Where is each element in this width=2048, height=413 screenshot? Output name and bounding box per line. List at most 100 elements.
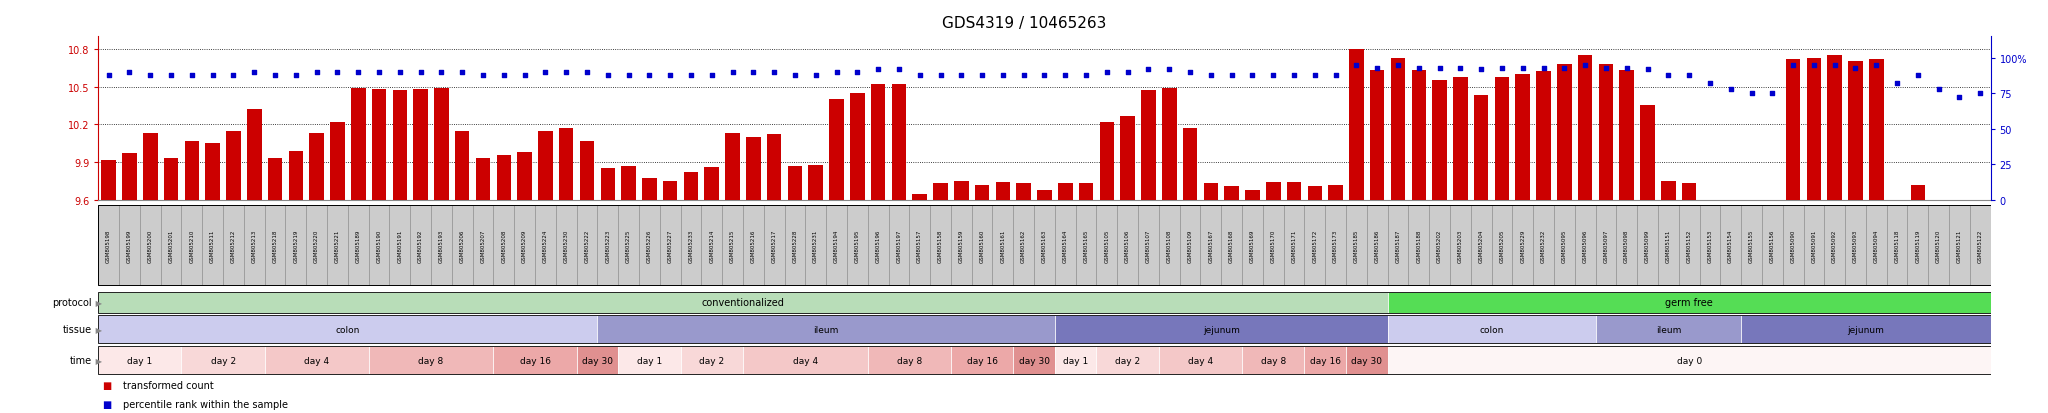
Point (1569, 62, 1602, 69)
Bar (1014, 347, 1055, 374)
Bar (1059, 184, 1073, 200)
Text: colon: colon (1479, 325, 1503, 334)
Bar (700, 206, 723, 286)
Point (156, 72, 188, 79)
Bar (1595, 316, 1741, 343)
Bar (1305, 206, 1325, 286)
Bar (1307, 187, 1323, 200)
Bar (1346, 206, 1366, 286)
Bar (725, 134, 739, 200)
Point (924, 72, 956, 79)
Text: GSM805171: GSM805171 (1292, 229, 1296, 262)
Text: GSM805199: GSM805199 (127, 229, 131, 262)
Point (1507, 65, 1540, 72)
Text: GSM805093: GSM805093 (1853, 229, 1858, 262)
Bar (1055, 206, 1075, 286)
Bar (182, 347, 264, 374)
Point (1964, 90, 1997, 97)
Bar (1511, 206, 1534, 286)
Bar (1907, 206, 1929, 286)
Bar (643, 179, 657, 200)
Text: GSM805193: GSM805193 (438, 229, 444, 262)
Bar (1761, 206, 1782, 286)
Bar (618, 347, 680, 374)
Text: GSM805209: GSM805209 (522, 229, 526, 262)
Point (1257, 72, 1290, 79)
Point (1423, 65, 1456, 72)
Text: GSM805169: GSM805169 (1249, 229, 1255, 262)
Point (1214, 72, 1247, 79)
Text: GSM805158: GSM805158 (938, 229, 942, 262)
Bar (1931, 200, 1946, 215)
Bar (453, 206, 473, 286)
Bar (1870, 60, 1884, 200)
Point (1778, 62, 1810, 69)
Bar (1599, 65, 1614, 200)
Bar (1075, 206, 1096, 286)
Text: GSM805118: GSM805118 (1894, 229, 1901, 262)
Text: GSM805164: GSM805164 (1063, 229, 1067, 262)
Point (1112, 69, 1145, 76)
Point (322, 69, 354, 76)
Point (1923, 86, 1956, 93)
Text: ileum: ileum (1655, 325, 1681, 334)
Text: GSM805203: GSM805203 (1458, 229, 1462, 262)
Bar (1325, 206, 1346, 286)
Point (1464, 66, 1497, 73)
Bar (1245, 190, 1260, 200)
Bar (1724, 200, 1739, 247)
Point (279, 72, 311, 79)
Text: GSM805107: GSM805107 (1147, 229, 1151, 262)
Text: tissue: tissue (63, 324, 92, 335)
Point (383, 69, 416, 76)
Text: GSM805154: GSM805154 (1729, 229, 1733, 262)
Point (1528, 65, 1561, 72)
Point (1610, 65, 1642, 72)
Text: day 8: day 8 (897, 356, 922, 365)
Text: GSM805232: GSM805232 (1540, 229, 1546, 262)
Bar (1847, 62, 1864, 200)
Bar (618, 206, 639, 286)
Bar (1389, 206, 1409, 286)
Bar (764, 206, 784, 286)
Bar (289, 152, 303, 200)
Bar (143, 134, 158, 200)
Point (426, 69, 459, 76)
Point (1860, 62, 1892, 69)
Text: day 4: day 4 (303, 356, 330, 365)
Text: ▶: ▶ (94, 298, 102, 307)
Bar (1782, 206, 1804, 286)
Point (1360, 65, 1393, 72)
Bar (1286, 183, 1300, 200)
Bar (473, 206, 494, 286)
Text: day 1: day 1 (637, 356, 662, 365)
Bar (264, 347, 369, 374)
Point (1880, 81, 1913, 87)
Bar (1366, 206, 1389, 286)
Bar (1454, 77, 1468, 200)
Bar (1096, 347, 1159, 374)
Text: day 4: day 4 (793, 356, 817, 365)
Bar (950, 347, 1014, 374)
Bar (1911, 185, 1925, 200)
Text: GSM805163: GSM805163 (1042, 229, 1047, 262)
Text: GSM805195: GSM805195 (854, 229, 860, 262)
Bar (1970, 206, 1991, 286)
Point (1694, 81, 1726, 87)
Bar (1161, 89, 1176, 200)
Point (1653, 72, 1686, 79)
Text: GSM805189: GSM805189 (356, 229, 360, 262)
Point (944, 72, 977, 79)
Point (1194, 72, 1227, 79)
Point (842, 69, 874, 76)
Bar (1389, 316, 1595, 343)
Point (1298, 72, 1331, 79)
Text: GSM805230: GSM805230 (563, 229, 569, 262)
Bar (1495, 77, 1509, 200)
Bar (1745, 200, 1759, 248)
Bar (1950, 206, 1970, 286)
Bar (850, 94, 864, 200)
Bar (684, 173, 698, 200)
Text: GSM805120: GSM805120 (1935, 229, 1942, 262)
Point (113, 69, 145, 76)
